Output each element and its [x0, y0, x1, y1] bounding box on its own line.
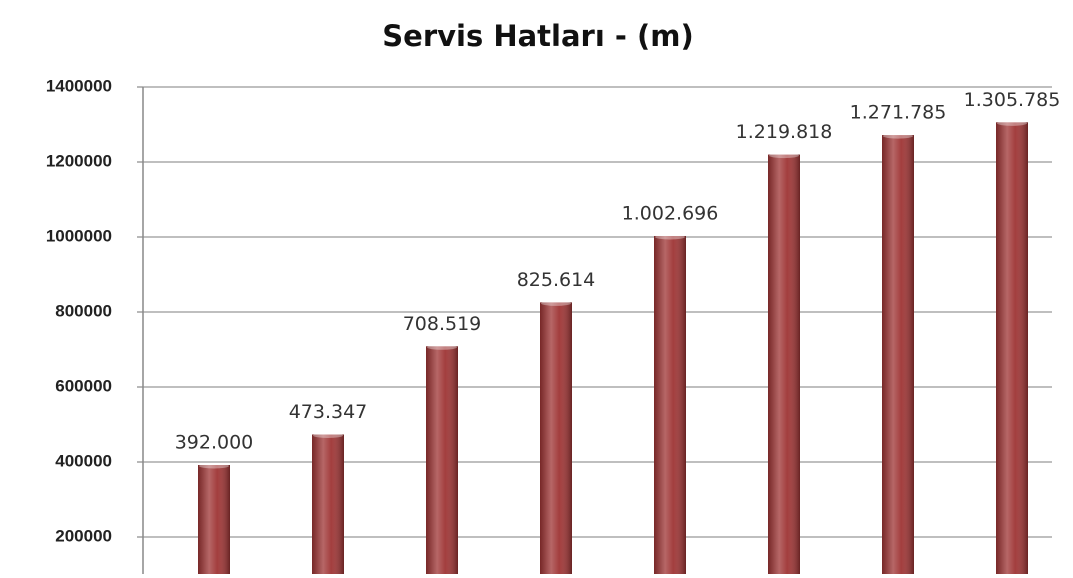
- y-tick-label: 200000: [55, 526, 112, 545]
- y-tick-label: 800000: [55, 301, 112, 320]
- bar-shine: [654, 235, 686, 575]
- value-label: 473.347: [289, 401, 368, 423]
- value-label: 1.271.785: [850, 102, 947, 124]
- value-label: 825.614: [517, 269, 596, 291]
- value-label: 1.305.785: [964, 89, 1061, 111]
- bar-shine: [540, 302, 572, 575]
- bar-cap: [883, 133, 913, 139]
- y-tick-label: 1200000: [46, 151, 112, 170]
- y-tick-label: 400000: [55, 451, 112, 470]
- value-label: 392.000: [175, 432, 254, 454]
- value-label: 1.002.696: [622, 202, 719, 224]
- bar-shine: [198, 465, 230, 575]
- bar-shine: [426, 346, 458, 575]
- bar-cap: [769, 153, 799, 159]
- bar-cap: [199, 463, 229, 469]
- bar-cap: [997, 120, 1027, 126]
- bar-cap: [427, 344, 457, 350]
- marks: 392.000 473.347 708.519 825.614 1.002.696 1.2…: [175, 89, 1061, 575]
- y-tick-label: 600000: [55, 376, 112, 395]
- chart-title: Servis Hatları - (m): [382, 19, 693, 53]
- bar-shine: [768, 154, 800, 575]
- bar-shine: [996, 122, 1028, 575]
- y-tick-label: 1000000: [46, 226, 112, 245]
- bar-shine: [882, 135, 914, 575]
- value-label: 708.519: [403, 313, 482, 335]
- bar-cap: [313, 432, 343, 438]
- bar-cap: [541, 300, 571, 306]
- bar-shine: [312, 434, 344, 575]
- y-tick-label: 1400000: [46, 76, 112, 95]
- value-label: 1.219.818: [736, 121, 833, 143]
- bar-cap: [655, 234, 685, 240]
